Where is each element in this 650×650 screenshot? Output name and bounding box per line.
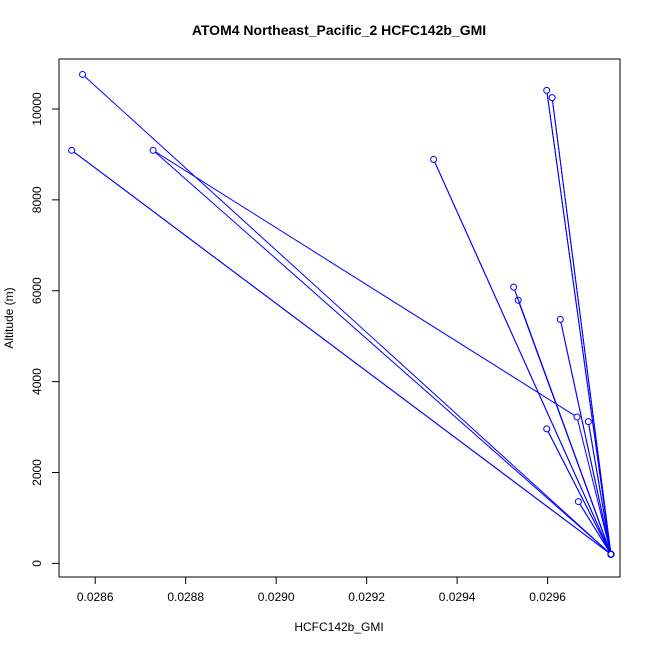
- points-layer: [68, 70, 615, 558]
- chart-title: ATOM4 Northeast_Pacific_2 HCFC142b_GMI: [192, 22, 486, 38]
- data-point: [574, 498, 582, 506]
- series-segment: [560, 322, 611, 552]
- data-point: [514, 296, 522, 304]
- data-point: [430, 155, 438, 163]
- x-tick-label: 0.0294: [439, 590, 476, 604]
- y-tick-label: 4000: [30, 368, 44, 395]
- x-tick-label: 0.0290: [258, 590, 295, 604]
- y-axis-label: Altitude (m): [2, 287, 16, 348]
- data-point: [149, 146, 157, 154]
- data-point: [543, 86, 551, 94]
- data-point: [543, 425, 551, 433]
- x-axis-label: HCFC142b_GMI: [294, 620, 383, 634]
- series-layer: [73, 76, 612, 553]
- x-axis: 0.0286 0.0288 0.0290 0.0292 0.0294 0.0296: [77, 576, 566, 604]
- data-point: [510, 283, 518, 291]
- series-segment: [73, 151, 609, 553]
- y-tick-label: 8000: [30, 186, 44, 213]
- series-segment: [155, 151, 575, 416]
- x-tick-label: 0.0296: [529, 590, 566, 604]
- series-segment: [155, 151, 610, 553]
- x-tick-label: 0.0292: [348, 590, 385, 604]
- y-tick-label: 6000: [30, 277, 44, 304]
- data-point: [556, 315, 564, 323]
- series-segment: [577, 419, 611, 552]
- series-segment: [579, 503, 610, 552]
- series-segment: [588, 424, 611, 552]
- series-segment: [518, 302, 611, 552]
- data-point: [548, 94, 556, 102]
- data-point: [607, 550, 615, 558]
- x-tick-label: 0.0288: [167, 590, 204, 604]
- y-tick-label: 2000: [30, 459, 44, 486]
- data-point: [79, 70, 87, 78]
- data-point: [68, 146, 76, 154]
- data-point: [573, 413, 581, 421]
- series-segment: [546, 93, 612, 552]
- series-segment: [552, 100, 612, 552]
- y-tick-label: 0: [30, 560, 44, 567]
- data-point: [584, 418, 592, 426]
- series-segment: [547, 431, 611, 552]
- y-tick-label: 10000: [30, 92, 44, 126]
- y-axis: 0 2000 4000 6000 8000 10000: [30, 92, 60, 567]
- series-segment: [434, 161, 611, 552]
- series-segment: [84, 76, 610, 553]
- x-tick-label: 0.0286: [77, 590, 114, 604]
